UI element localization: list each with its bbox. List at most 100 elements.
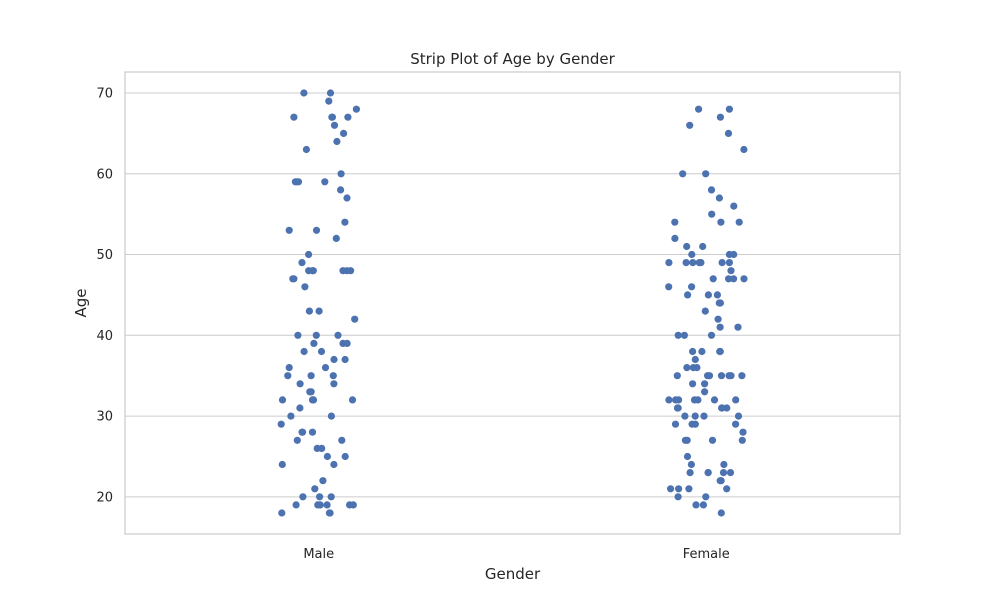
- data-point: [682, 259, 690, 267]
- data-point: [330, 355, 338, 364]
- data-point: [667, 485, 675, 493]
- data-point: [717, 509, 725, 517]
- data-point: [285, 226, 293, 234]
- data-point: [352, 105, 360, 113]
- data-point: [301, 283, 309, 291]
- data-point: [720, 460, 728, 469]
- data-point: [698, 347, 706, 356]
- data-point: [701, 307, 709, 315]
- data-point: [707, 186, 716, 194]
- data-point: [328, 113, 336, 121]
- data-point: [330, 121, 339, 129]
- data-point: [312, 226, 321, 234]
- data-point: [300, 89, 308, 97]
- chart-title: Strip Plot of Age by Gender: [410, 50, 615, 68]
- data-point: [293, 436, 301, 444]
- data-point: [701, 388, 709, 396]
- data-point: [327, 412, 335, 420]
- data-point: [308, 428, 317, 436]
- y-tick-label: 70: [96, 87, 113, 102]
- data-point: [719, 469, 728, 477]
- data-point: [302, 145, 310, 154]
- data-point: [298, 428, 306, 436]
- data-point: [688, 250, 696, 259]
- data-point: [734, 323, 742, 331]
- data-point: [688, 283, 696, 291]
- y-tick-label: 40: [96, 329, 113, 344]
- data-point: [739, 428, 747, 436]
- data-point: [730, 202, 738, 210]
- data-point: [725, 259, 734, 267]
- y-tick-label: 50: [96, 248, 113, 263]
- data-point: [318, 444, 326, 452]
- data-point: [735, 218, 743, 226]
- data-point: [717, 218, 725, 226]
- data-point: [723, 485, 731, 493]
- data-point: [695, 105, 703, 113]
- data-point: [700, 412, 708, 420]
- data-point: [704, 372, 712, 380]
- data-point: [683, 242, 691, 251]
- data-point: [305, 307, 313, 315]
- data-point: [341, 452, 349, 461]
- data-point: [727, 267, 735, 275]
- data-point: [691, 420, 699, 428]
- data-point: [339, 267, 347, 275]
- data-point: [351, 315, 359, 323]
- data-point: [716, 477, 724, 485]
- data-point: [714, 315, 722, 323]
- y-tick-label: 60: [96, 167, 113, 182]
- data-point: [699, 501, 708, 509]
- data-point: [290, 113, 298, 121]
- data-point: [334, 331, 342, 339]
- data-point: [716, 323, 724, 331]
- data-point: [299, 493, 307, 501]
- data-point: [704, 469, 712, 477]
- x-tick-label: Male: [303, 547, 334, 562]
- data-point: [665, 259, 673, 267]
- data-point: [740, 145, 748, 154]
- data-point: [665, 283, 673, 291]
- data-point: [710, 396, 719, 404]
- data-point: [292, 501, 300, 509]
- x-tick-label: Female: [683, 547, 730, 562]
- data-point: [315, 307, 323, 315]
- data-point: [348, 396, 357, 404]
- data-point: [298, 259, 306, 267]
- data-point: [674, 493, 682, 501]
- data-point: [675, 485, 683, 493]
- data-point: [726, 469, 735, 477]
- data-point: [732, 420, 740, 428]
- data-point: [734, 412, 743, 420]
- data-point: [683, 436, 691, 444]
- data-point: [689, 259, 697, 267]
- data-point: [289, 275, 297, 283]
- data-point: [307, 372, 315, 380]
- data-point: [691, 355, 699, 364]
- data-point: [691, 412, 699, 420]
- data-point: [330, 380, 338, 388]
- data-point: [686, 121, 694, 129]
- data-point: [738, 372, 746, 380]
- data-point: [671, 234, 679, 242]
- data-point: [309, 267, 317, 275]
- data-point: [309, 396, 318, 404]
- y-gridlines: [125, 92, 900, 498]
- data-point: [708, 210, 716, 218]
- data-point: [709, 275, 717, 283]
- data-point: [293, 178, 301, 186]
- data-point: [725, 372, 733, 380]
- data-point: [284, 372, 292, 380]
- data-point: [674, 331, 682, 339]
- data-point: [285, 364, 293, 372]
- data-point: [715, 299, 723, 307]
- data-point: [296, 404, 304, 412]
- data-point: [346, 501, 354, 509]
- data-point: [683, 452, 692, 461]
- data-point: [325, 97, 333, 105]
- data-point: [724, 129, 733, 137]
- data-point: [321, 364, 330, 372]
- x-tick-labels: Male Female: [303, 547, 729, 562]
- data-point: [278, 460, 286, 469]
- data-point: [689, 347, 697, 356]
